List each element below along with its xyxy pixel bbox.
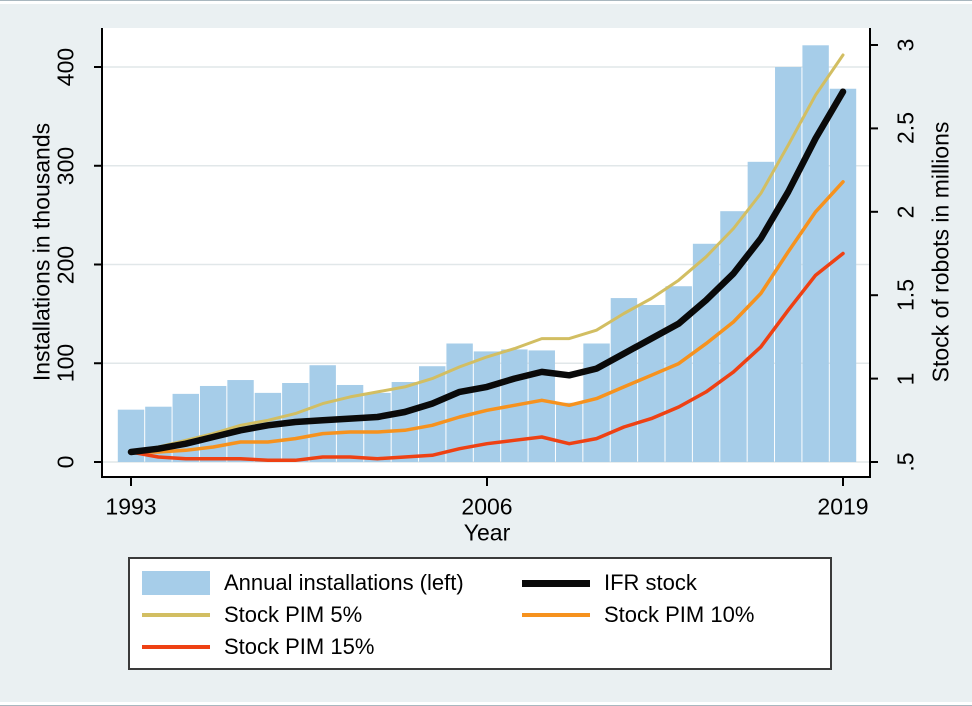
stock-pim-5-line — [129, 53, 845, 454]
installations-bar-2003 — [391, 382, 419, 462]
left-axis-tick-label-300: 300 — [52, 146, 79, 185]
installations-bar-2000 — [309, 365, 336, 462]
installations-bar-2019 — [829, 88, 857, 463]
stock-pim-10-line — [129, 180, 845, 454]
installations-bar-2009 — [555, 402, 583, 462]
right-axis-title: Stock of robots in millions — [927, 121, 954, 383]
installations-bar-2012 — [638, 304, 665, 462]
legend-item-installations: Annual installations (left) — [142, 570, 522, 596]
legend-swatch-pim10 — [522, 613, 590, 617]
left-axis-tick-label-100: 100 — [52, 344, 79, 383]
installations-bar-1996 — [199, 385, 227, 462]
right-axis-tick-label-2: 2 — [892, 205, 919, 219]
legend-label-installations: Annual installations (left) — [224, 570, 464, 595]
ifr-stockline — [127, 88, 847, 456]
left-axis-tick-label-400: 400 — [52, 47, 79, 87]
legend-swatch-pim5 — [142, 613, 210, 617]
right-axis-tick-label-1.5: 1.5 — [892, 279, 919, 312]
left-axis-tick-label-200: 200 — [52, 245, 79, 284]
legend-item-pim5: Stock PIM 5% — [142, 602, 522, 628]
installations-bar-2014 — [692, 243, 720, 462]
stock-pim-15-line — [129, 251, 845, 463]
installations-bar-2015 — [720, 211, 747, 462]
legend-item-pim15: Stock PIM 15% — [142, 634, 522, 660]
legend-label-pim5: Stock PIM 5% — [224, 602, 363, 627]
top-border — [0, 0, 972, 4]
x-axis-tick-label-1993: 1993 — [105, 493, 157, 520]
legend-label-ifr-stock: IFR stock — [604, 570, 697, 595]
installations-bar-2002 — [364, 392, 391, 462]
right-axis-tick-label-.5: .5 — [892, 452, 919, 472]
legend-item-ifr-stock: IFR stock — [522, 570, 830, 596]
right-axis-tick-label-3: 3 — [892, 38, 919, 52]
right-axis-tick-label-2.5: 2.5 — [892, 112, 919, 145]
legend-label-pim15: Stock PIM 15% — [224, 634, 375, 659]
legend: Annual installations (left) IFR stock St… — [128, 557, 832, 670]
x-axis-title: Year — [463, 519, 511, 546]
right-axis-tick-label-1: 1 — [892, 372, 919, 385]
left-axis-tick-label-0: 0 — [52, 455, 79, 469]
installations-bar-2018 — [802, 45, 829, 462]
installations-bar-2016 — [747, 161, 775, 462]
x-axis-tick-label-2019: 2019 — [817, 493, 869, 520]
legend-label-pim10: Stock PIM 10% — [604, 602, 755, 627]
legend-swatch-ifr-stock — [522, 579, 590, 587]
legend-swatch-installations — [142, 571, 210, 595]
installations-bar-2011 — [610, 298, 638, 462]
installations-bar-2008 — [528, 350, 555, 462]
legend-item-pim10: Stock PIM 10% — [522, 602, 830, 628]
installations-bar-2005 — [446, 343, 473, 462]
x-axis-tick-label-2006: 2006 — [461, 493, 513, 520]
legend-swatch-pim15 — [142, 645, 210, 649]
left-axis-title: Installations in thousands — [28, 122, 55, 382]
installations-bar-1997 — [227, 380, 254, 462]
